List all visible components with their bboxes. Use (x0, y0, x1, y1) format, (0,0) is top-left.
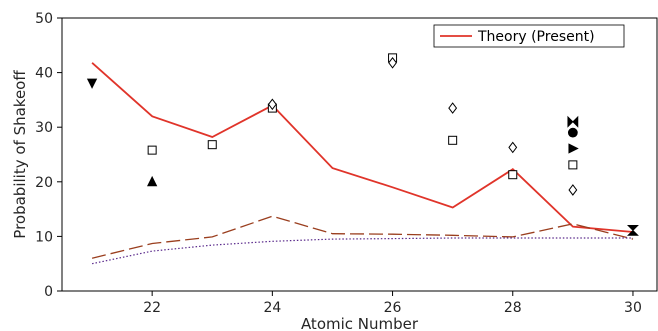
x-tick-label: 30 (624, 300, 642, 316)
legend: Theory (Present) (433, 24, 625, 48)
x-tick-label: 24 (263, 300, 281, 316)
series-line-3 (91, 237, 633, 265)
y-tick-label: 40 (35, 66, 53, 82)
marker-square-2 (207, 140, 217, 150)
marker-triangle-right-1 (568, 143, 579, 154)
marker-diamond-3 (448, 102, 458, 114)
x-tick-label: 28 (504, 300, 522, 316)
marker-diamond-2 (388, 56, 397, 69)
marker-circle-1 (567, 127, 578, 138)
x-tick-label: 22 (143, 300, 161, 316)
marker-hourglass-1 (626, 224, 639, 236)
marker-square-6 (508, 170, 518, 180)
marker-square-5 (448, 135, 458, 145)
y-tick-label: 50 (35, 11, 53, 27)
y-tick-label: 30 (35, 120, 53, 136)
x-axis-title: Atomic Number (301, 315, 419, 331)
marker-diamond-4 (508, 141, 518, 154)
marker-diamond-5 (568, 184, 578, 196)
marker-bowtie-1 (567, 115, 579, 128)
y-tick-label: 10 (35, 229, 53, 245)
axes: 22 24 26 28 30 0 10 20 30 40 50 (35, 11, 658, 316)
y-axis-title: Probability of Shakeoff (11, 70, 29, 239)
legend-box (433, 24, 625, 48)
y-tick-label: 0 (44, 284, 53, 300)
axes-frame (61, 17, 658, 292)
plot-area (86, 53, 639, 265)
marker-square-7 (568, 160, 578, 170)
series-line-1 (91, 62, 634, 233)
y-tick-label: 20 (35, 175, 53, 191)
marker-diamond-1 (267, 98, 277, 111)
legend-label-theory: Theory (Present) (477, 29, 595, 45)
marker-triangle-up-1 (147, 175, 158, 187)
marker-square-1 (147, 145, 157, 155)
x-tick-label: 26 (384, 300, 402, 316)
series-line-2 (91, 215, 634, 259)
marker-triangle-down-1 (86, 78, 98, 89)
